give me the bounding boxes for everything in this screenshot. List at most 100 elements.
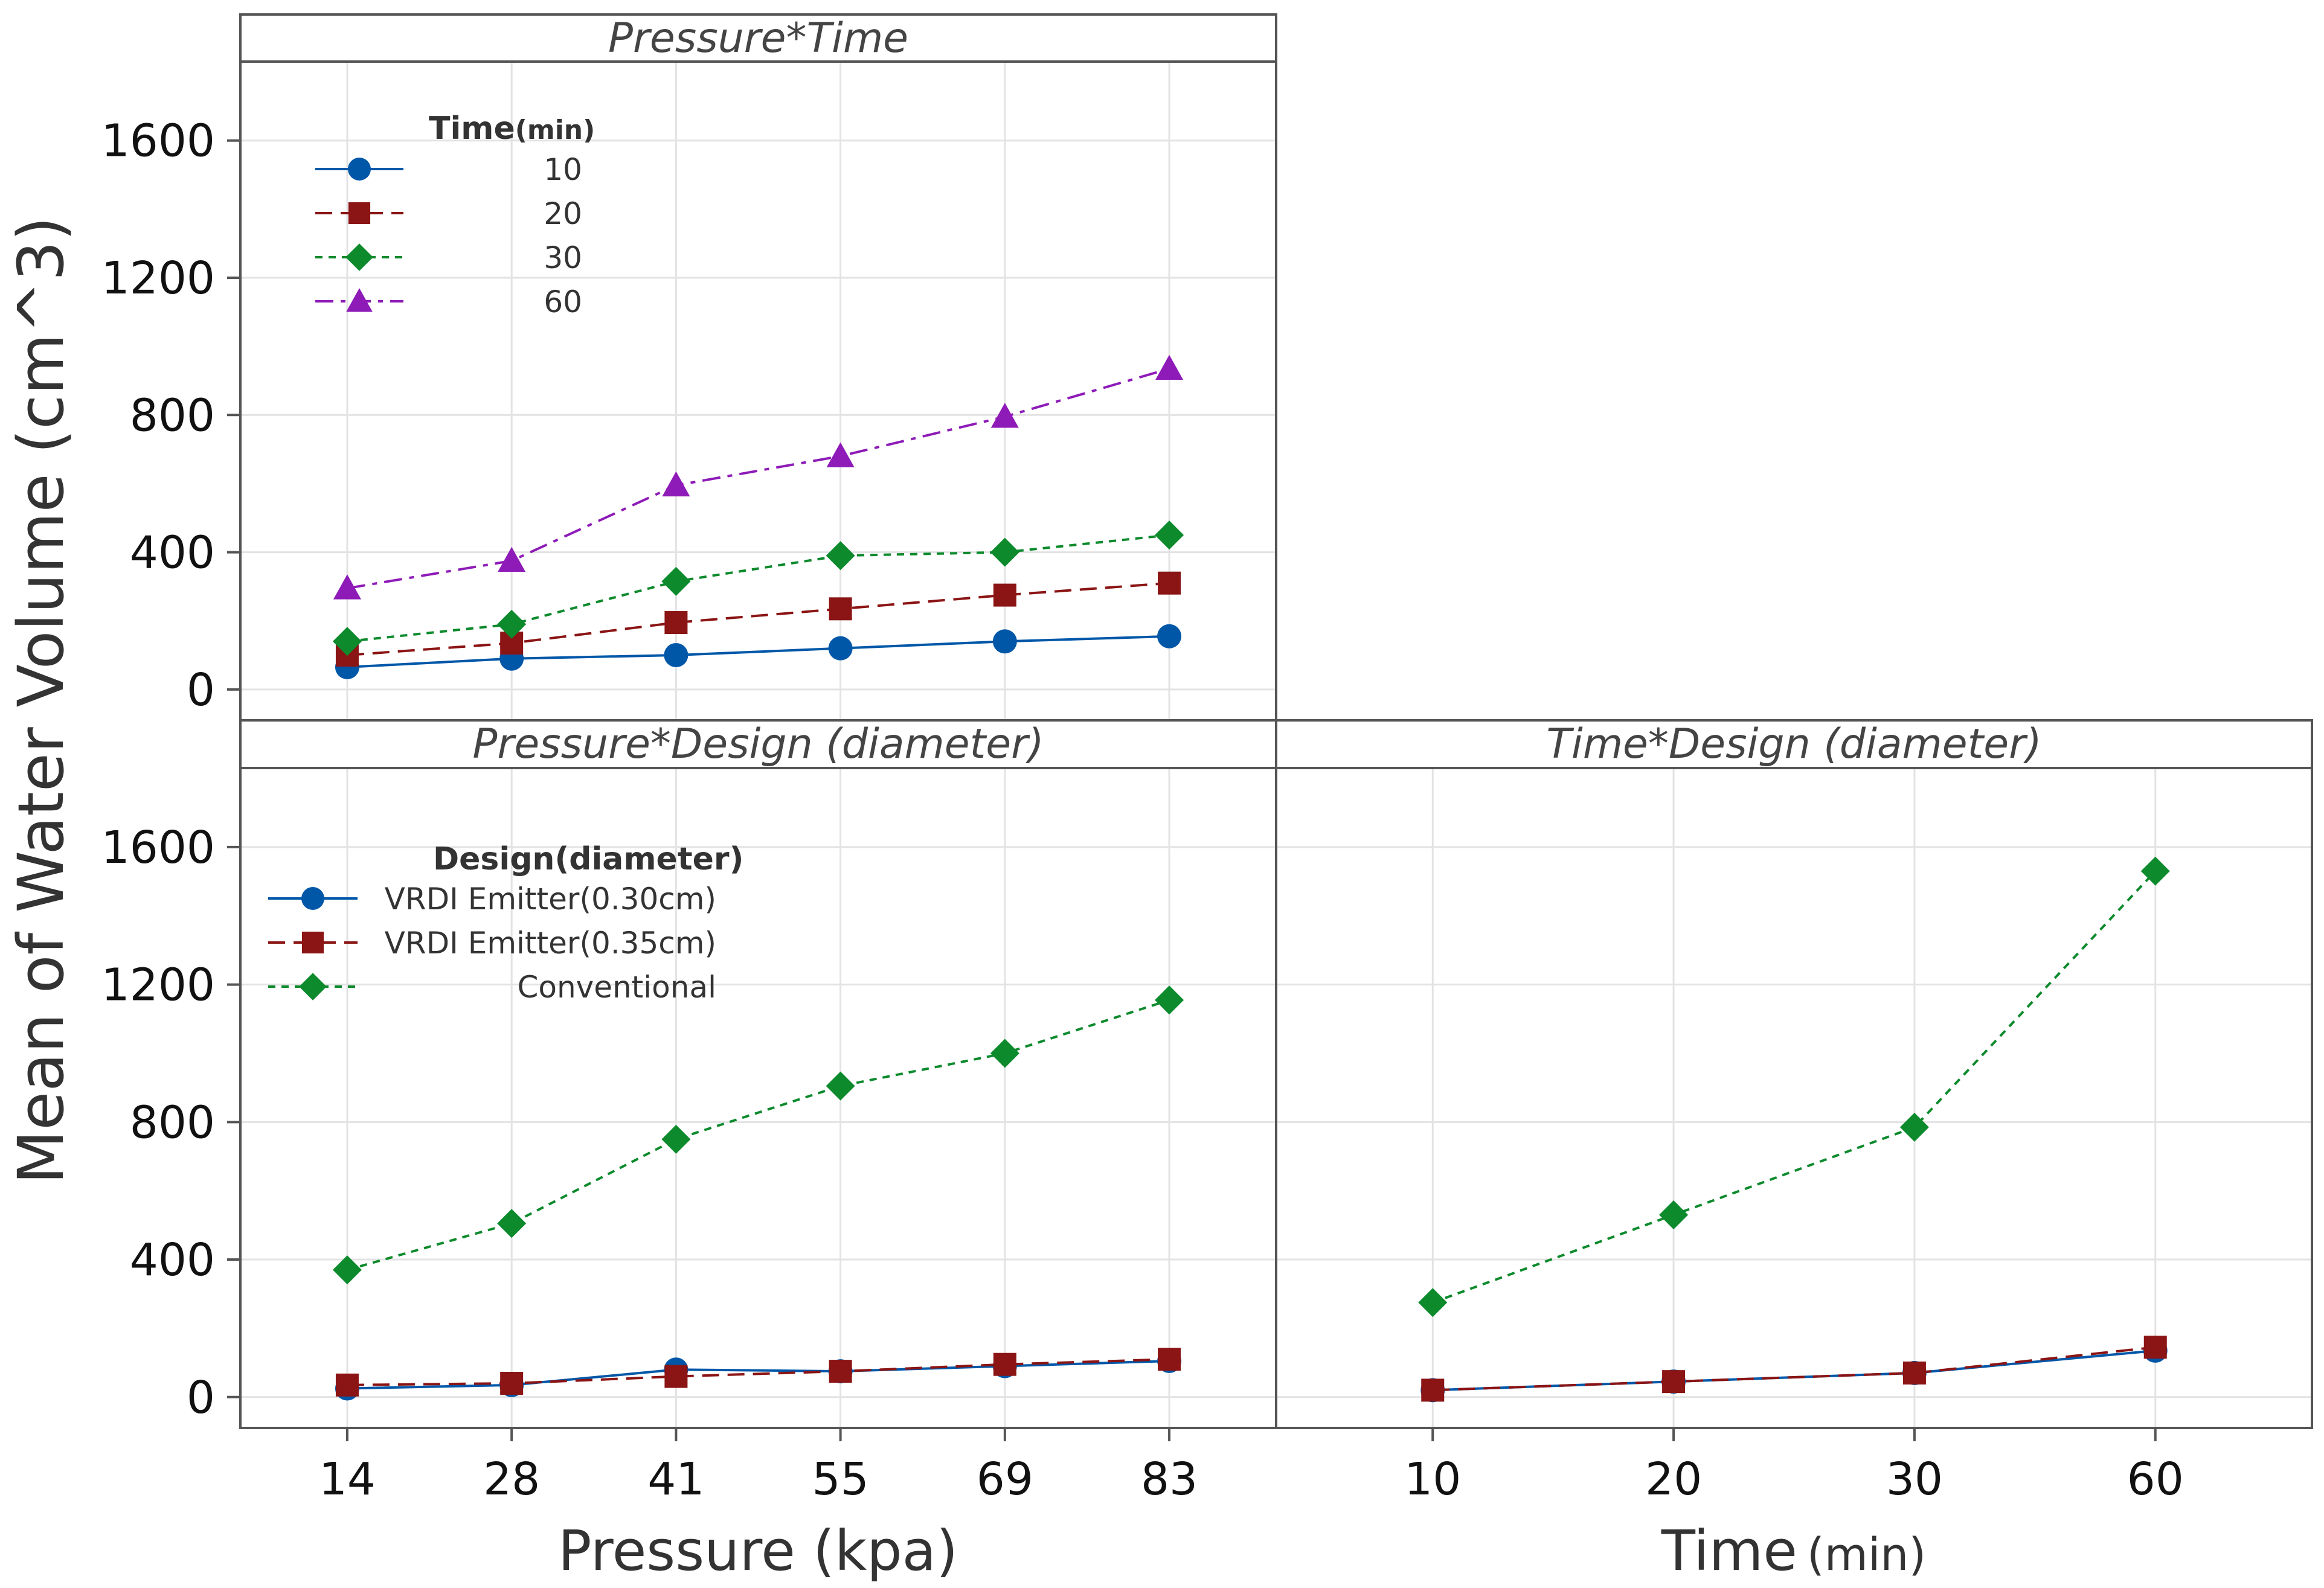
legend-label-pressure-design-2: Conventional bbox=[517, 970, 716, 1005]
x-tick-label: 60 bbox=[2127, 1453, 2184, 1505]
data-point-pressure-time-3 bbox=[1155, 354, 1184, 380]
x-tick-label: 10 bbox=[1404, 1453, 1461, 1505]
series-layer bbox=[332, 354, 2170, 1403]
data-point-pressure-time-2 bbox=[990, 537, 1019, 567]
legend-marker-pressure-design-0 bbox=[301, 887, 324, 910]
legend-label-pressure-time-0: 10 bbox=[544, 152, 582, 187]
panel-frame-pressure-design bbox=[239, 719, 1277, 1429]
panel-frame-pressure-time bbox=[239, 13, 1277, 722]
data-point-pressure-design-2 bbox=[1155, 985, 1184, 1015]
data-point-time-design-2 bbox=[2140, 856, 2170, 886]
x-tick-label: 55 bbox=[812, 1453, 869, 1505]
data-point-pressure-design-2 bbox=[990, 1039, 1019, 1068]
legend-marker-pressure-time-1 bbox=[348, 202, 371, 225]
series-line-pressure-time-3 bbox=[347, 367, 1170, 590]
data-point-pressure-design-1 bbox=[1158, 1348, 1181, 1371]
x-tick-label: 83 bbox=[1141, 1453, 1198, 1505]
x-tick-label: 41 bbox=[647, 1453, 704, 1505]
legend-label-pressure-time-1: 20 bbox=[544, 196, 582, 231]
legend-label-pressure-design-1: VRDI Emitter(0.35cm) bbox=[385, 926, 716, 961]
data-point-pressure-design-2 bbox=[497, 1209, 527, 1238]
ticks-layer: 0 400 800 1200 1600 0 400 800 1200 1600 14 28 41 55 69… bbox=[101, 115, 2184, 1505]
data-point-pressure-design-2 bbox=[332, 1255, 362, 1285]
y-tick-label: 400 bbox=[130, 527, 215, 579]
series-line-pressure-time-1 bbox=[347, 581, 1170, 657]
y-tick-label: 0 bbox=[187, 664, 215, 716]
y-tick-label: 800 bbox=[130, 389, 215, 441]
y-tick-label: 1200 bbox=[101, 959, 215, 1011]
x-tick-label: 28 bbox=[483, 1453, 540, 1505]
legend-marker-pressure-design-1 bbox=[301, 931, 324, 954]
panel-title-pressure-design: Pressure*Design (diameter) bbox=[472, 720, 1044, 768]
frame-layer bbox=[239, 13, 2313, 1429]
data-point-pressure-time-3 bbox=[990, 403, 1019, 428]
y-axis-title: Mean of Water Volume (cm^3) bbox=[4, 216, 78, 1184]
series-line-pressure-design-2 bbox=[347, 999, 1170, 1272]
data-point-pressure-time-2 bbox=[826, 541, 855, 571]
x-axis-title-pressure: Pressure (kpa) bbox=[558, 1519, 958, 1583]
x-tick-label: 14 bbox=[319, 1453, 376, 1505]
data-point-pressure-design-2 bbox=[826, 1071, 855, 1101]
grid-layer bbox=[240, 62, 2312, 1428]
data-point-time-design-1 bbox=[2143, 1336, 2167, 1359]
legend-marker-pressure-time-0 bbox=[348, 158, 371, 181]
data-point-time-design-1 bbox=[1662, 1370, 1686, 1394]
legend-title-time-unit: (min) bbox=[515, 115, 595, 146]
data-point-pressure-time-1 bbox=[993, 583, 1016, 607]
data-point-pressure-time-2 bbox=[661, 566, 691, 596]
data-point-pressure-time-0 bbox=[1157, 624, 1182, 648]
data-point-pressure-time-1 bbox=[664, 611, 688, 635]
data-point-time-design-1 bbox=[1902, 1361, 1926, 1385]
data-point-pressure-design-2 bbox=[661, 1124, 691, 1154]
data-point-pressure-time-2 bbox=[1155, 520, 1184, 550]
legend-marker-pressure-design-2 bbox=[299, 973, 327, 1001]
y-tick-label: 1600 bbox=[101, 822, 215, 874]
data-point-time-design-1 bbox=[1421, 1378, 1445, 1402]
legend-title-time-main: Time bbox=[429, 110, 515, 147]
legend-label-pressure-design-0: VRDI Emitter(0.30cm) bbox=[385, 882, 716, 917]
y-tick-label: 800 bbox=[130, 1097, 215, 1148]
legend-title-time: Time(min) bbox=[429, 110, 595, 147]
series-line-pressure-design-0 bbox=[347, 1359, 1170, 1390]
panel-title-pressure-time: Pressure*Time bbox=[608, 14, 908, 62]
data-point-pressure-time-1 bbox=[1158, 571, 1181, 595]
series-line-time-design-0 bbox=[1433, 1349, 2155, 1392]
x-tick-label: 30 bbox=[1886, 1453, 1943, 1505]
y-tick-label: 400 bbox=[130, 1234, 215, 1286]
legend-label-pressure-time-3: 60 bbox=[544, 284, 582, 319]
x-axis-title-time-unit: (min) bbox=[1807, 1529, 1926, 1581]
data-point-time-design-2 bbox=[1659, 1200, 1689, 1230]
x-tick-label: 20 bbox=[1645, 1453, 1702, 1505]
panel-title-time-design: Time*Design (diameter) bbox=[1546, 720, 2041, 768]
legend-marker-pressure-time-2 bbox=[345, 243, 373, 271]
data-point-pressure-design-1 bbox=[664, 1365, 688, 1388]
y-tick-label: 1200 bbox=[101, 252, 215, 304]
data-point-pressure-design-1 bbox=[500, 1371, 524, 1395]
legend-marker-pressure-time-3 bbox=[346, 288, 373, 312]
data-point-pressure-time-3 bbox=[826, 442, 855, 467]
legend-title-design-unit: (diameter) bbox=[554, 841, 743, 877]
data-point-time-design-2 bbox=[1418, 1288, 1448, 1317]
series-line-time-design-2 bbox=[1432, 870, 2157, 1304]
legend-title-design: Design(diameter) bbox=[433, 841, 743, 877]
y-tick-label: 1600 bbox=[101, 115, 215, 167]
series-line-pressure-time-2 bbox=[347, 534, 1170, 643]
data-point-time-design-2 bbox=[1899, 1112, 1929, 1142]
data-point-pressure-design-1 bbox=[335, 1373, 359, 1397]
data-point-pressure-design-1 bbox=[993, 1353, 1016, 1376]
panel-frame-time-design bbox=[1275, 719, 2313, 1429]
y-tick-label: 0 bbox=[187, 1372, 215, 1424]
data-point-pressure-time-1 bbox=[829, 597, 852, 621]
data-point-pressure-time-2 bbox=[497, 609, 527, 639]
x-tick-label: 69 bbox=[977, 1453, 1033, 1505]
data-point-pressure-time-0 bbox=[992, 629, 1017, 654]
legend-label-pressure-time-2: 30 bbox=[544, 240, 582, 275]
data-point-pressure-time-3 bbox=[662, 471, 690, 497]
series-line-pressure-time-0 bbox=[347, 635, 1170, 668]
data-point-pressure-time-2 bbox=[332, 627, 362, 656]
series-line-time-design-1 bbox=[1433, 1346, 2155, 1392]
data-point-pressure-design-1 bbox=[829, 1360, 852, 1383]
data-point-pressure-time-0 bbox=[664, 643, 689, 668]
x-axis-title-time: Time (min) bbox=[1661, 1519, 1926, 1583]
legend-title-design-main: Design bbox=[433, 841, 554, 877]
